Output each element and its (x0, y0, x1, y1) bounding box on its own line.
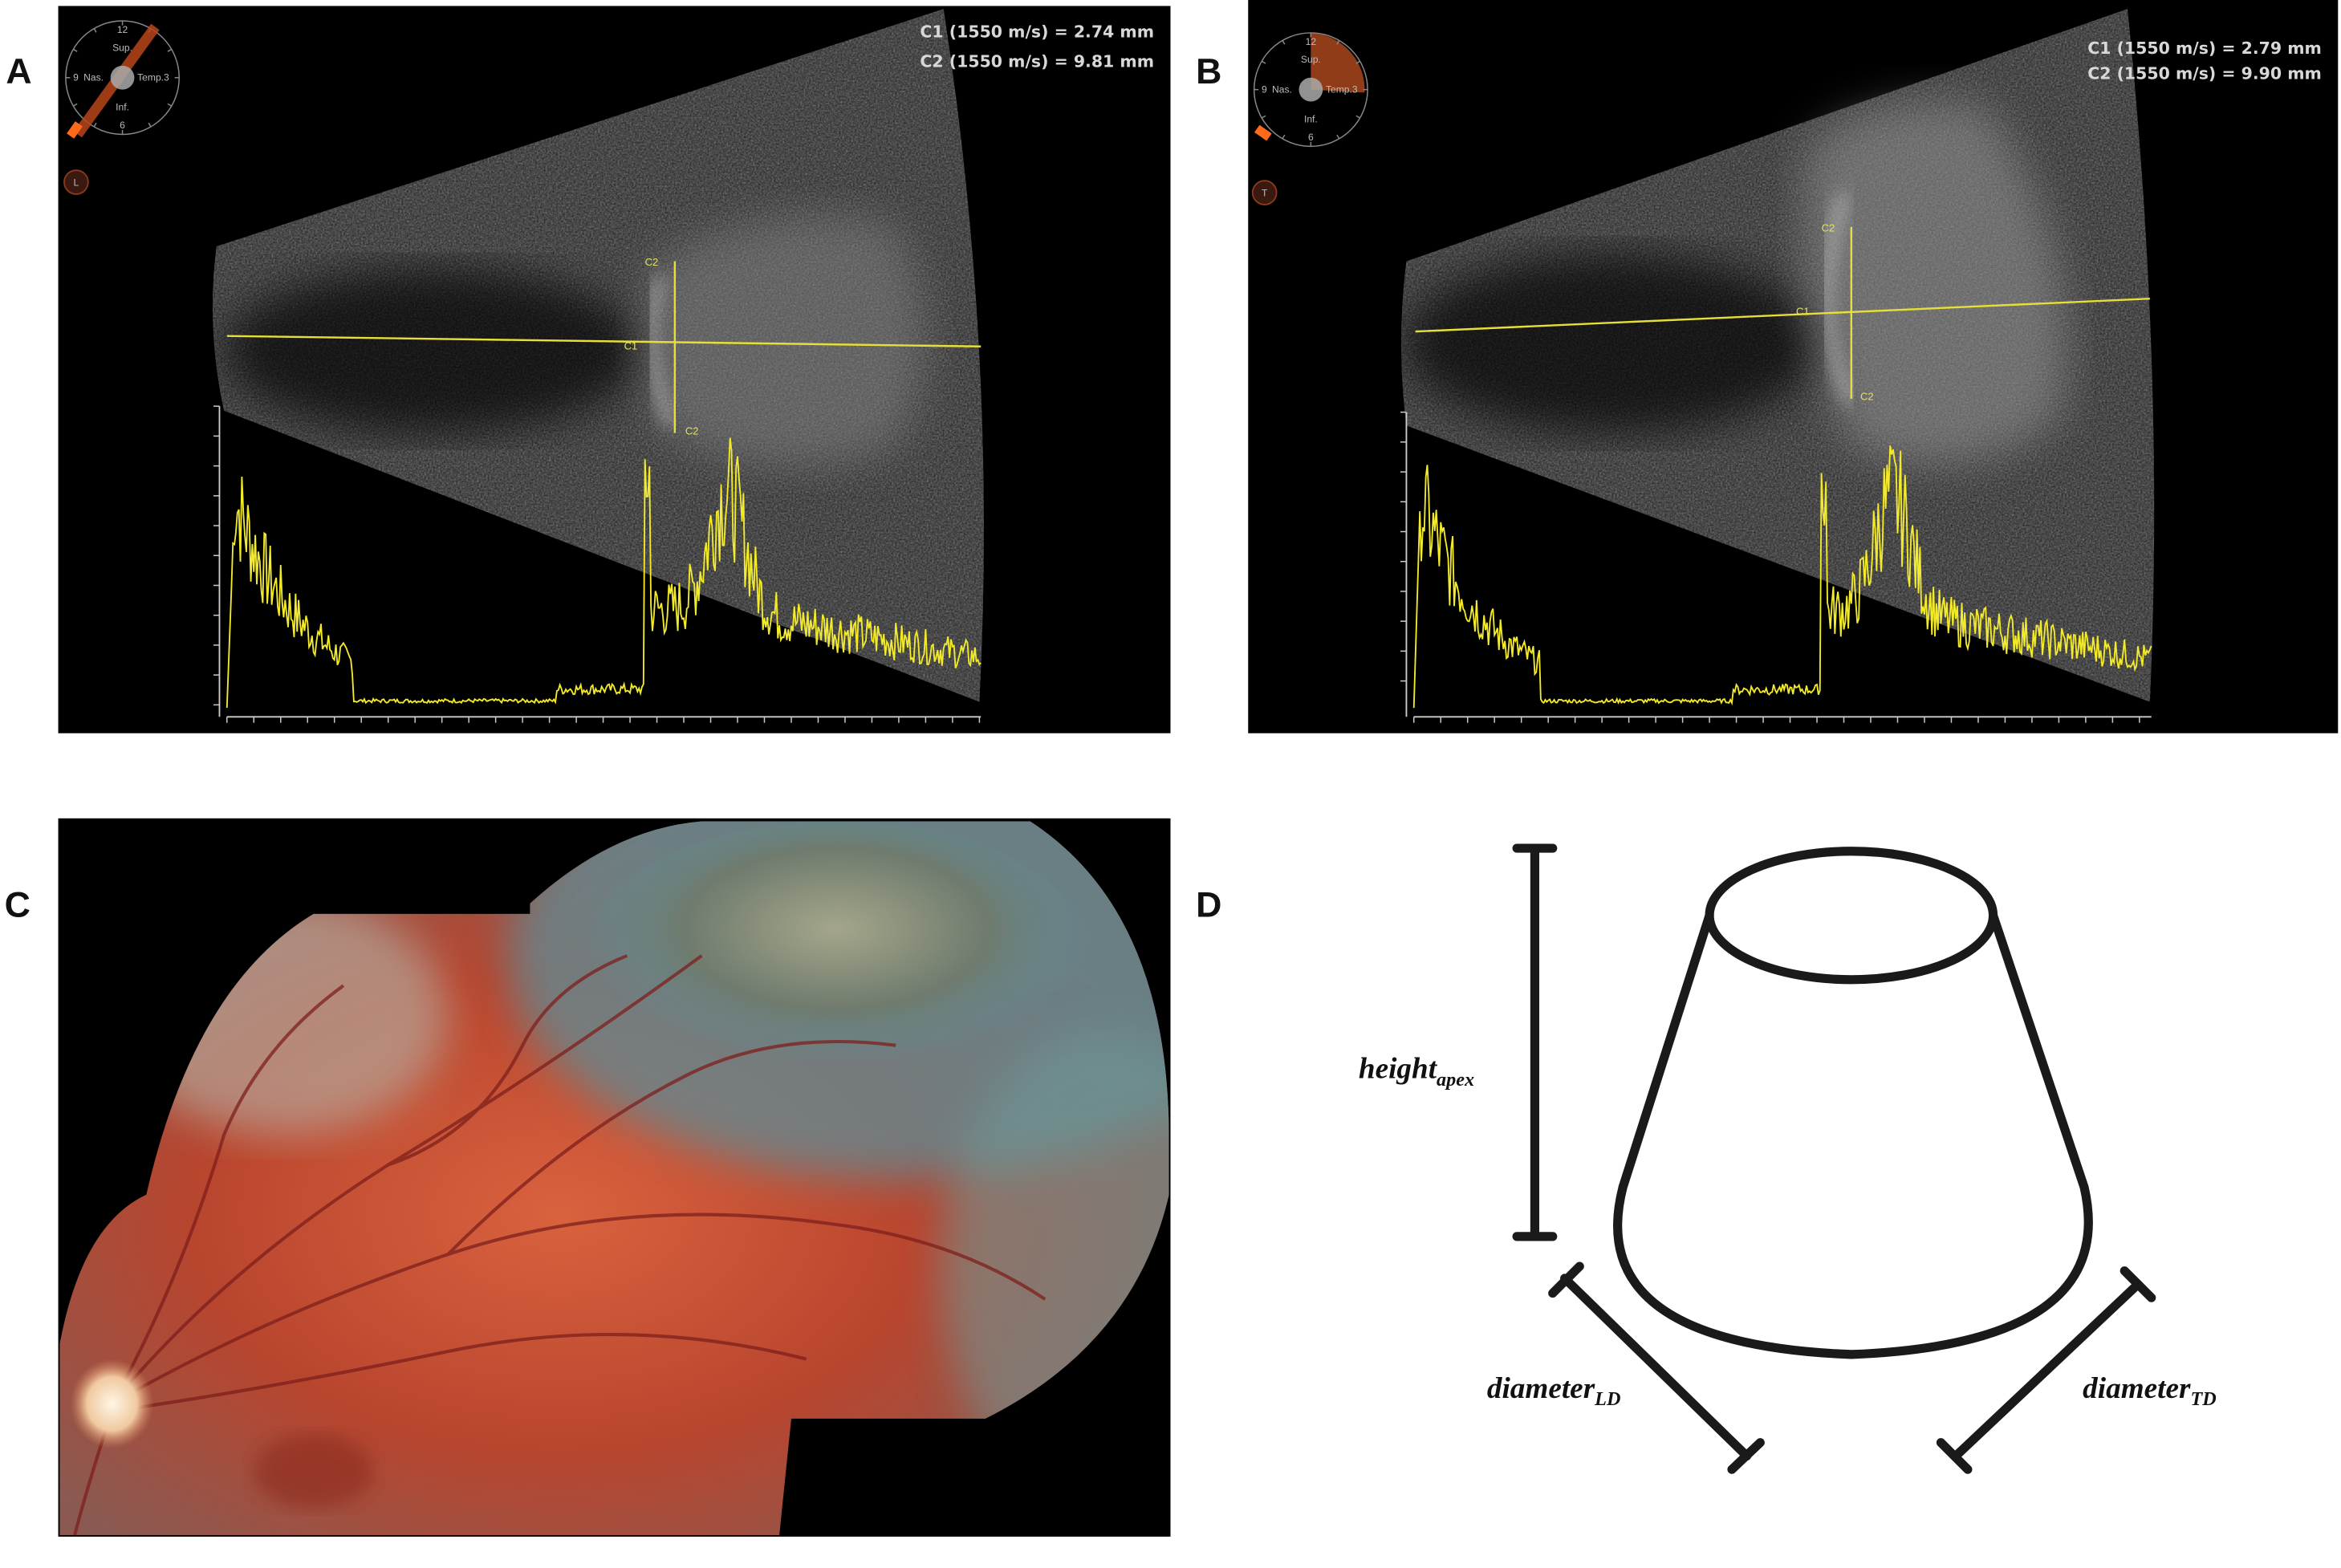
compass-label: 6 (1308, 132, 1314, 143)
eye-indicator-label: L (74, 177, 79, 189)
retina-echo (1823, 193, 1855, 405)
compass-tick (1282, 40, 1286, 45)
compass-label: 6 (120, 120, 125, 131)
vitreous (224, 268, 642, 433)
fundus-periphery (941, 1030, 1169, 1509)
compass-label: Nas. (83, 71, 104, 83)
compass-label: 12 (1306, 36, 1317, 47)
compass-tick (93, 28, 97, 33)
caliper-line (1415, 297, 2150, 333)
probe-marker (67, 121, 83, 139)
macula (254, 1433, 374, 1509)
vessel (110, 984, 345, 1405)
compass-label: 9 (1262, 83, 1267, 95)
vessels (73, 954, 1047, 1536)
compass-label: Inf. (1304, 114, 1318, 125)
bar-cap (1727, 1438, 1765, 1474)
measurement: C2 (1550 m/s) = 9.81 mm (920, 52, 1154, 71)
optic-disc (70, 1359, 154, 1449)
caliper-label: C2 (1860, 391, 1874, 403)
measurement: C1 (1550 m/s) = 2.79 mm (2087, 39, 2322, 58)
probe-sector (1311, 32, 1365, 93)
a-scan (1400, 411, 2152, 723)
cone-body (1613, 911, 2093, 1359)
compass-tick (1261, 115, 1266, 119)
tumor-echo (644, 214, 926, 468)
compass-tick (1355, 60, 1360, 64)
bar-cap (2119, 1266, 2156, 1302)
measurement: C1 (1550 m/s) = 2.74 mm (920, 22, 1154, 42)
compass-center (110, 65, 135, 90)
tumor (582, 821, 1091, 1091)
vessel (388, 954, 628, 1167)
compass-tick (93, 122, 97, 128)
label-main: height (1359, 1053, 1438, 1086)
compass-tick (148, 122, 152, 128)
eye-indicator-label: T (1262, 188, 1268, 199)
vitreous (1403, 254, 1822, 433)
tumor-echo (1803, 101, 2067, 465)
bar-cap (1548, 1261, 1584, 1298)
compass-tick (1336, 40, 1340, 45)
vessel (111, 1213, 1047, 1406)
compass-label: Sup. (112, 42, 132, 53)
caliper-label: C2 (685, 425, 699, 437)
compass-tick (1336, 134, 1340, 140)
measurement: C2 (1550 m/s) = 9.90 mm (2087, 64, 2322, 83)
compass-tick (1261, 60, 1266, 64)
eye-indicator (63, 169, 89, 195)
compass-center (1299, 77, 1323, 102)
retina-echo (648, 275, 675, 427)
compasses: 12 Sup. 9 Nas. Temp.3 Inf. 6 L 12 Sup. 9 Nas. Temp.3… (63, 20, 1368, 205)
compass-tick (1282, 134, 1286, 140)
a-scan-trace (1412, 445, 2152, 709)
probe-compass: 12 Sup. 9 Nas. Temp.3 Inf. 6 T (1251, 32, 1368, 205)
bar-cap (1936, 1438, 1973, 1474)
caliper-label: C2 (1822, 221, 1835, 234)
label-subscript: apex (1437, 1069, 1474, 1091)
a-scan-trace (226, 437, 982, 709)
b-scan-b (1400, 9, 2155, 702)
panel-label: C (5, 886, 30, 925)
panel-label: A (6, 52, 31, 91)
panel-label: D (1196, 886, 1221, 925)
compass-label: Sup. (1301, 54, 1321, 65)
a-scans (213, 405, 2152, 723)
compass-tick (1355, 115, 1360, 119)
height-label: heightapex (1359, 1053, 1474, 1091)
label-main: diameter (1487, 1372, 1595, 1405)
compass-label: 9 (73, 71, 79, 83)
compass-tick (167, 103, 173, 107)
label-subscript: LD (1594, 1388, 1620, 1410)
diameter-bar (1951, 1279, 2143, 1461)
caliper-label: C1 (624, 339, 638, 351)
eye-indicator (1251, 180, 1278, 205)
compass-label: Nas. (1272, 83, 1292, 95)
probe-compass: 12 Sup. 9 Nas. Temp.3 Inf. 6 L (63, 20, 180, 195)
diameter-bar (1560, 1273, 1752, 1461)
label-subscript: TD (2190, 1388, 2216, 1410)
label-main: diameter (2083, 1372, 2191, 1405)
vessel (446, 1039, 896, 1256)
compass-tick (72, 103, 78, 107)
cone-top (1705, 847, 1998, 985)
compass-label: Temp.3 (1326, 83, 1358, 95)
caliper-label: C1 (1796, 306, 1810, 318)
panel-label: B (1196, 52, 1221, 91)
diameter-ld-label: diameterLD (1487, 1372, 1621, 1410)
caliper-label: C2 (645, 256, 659, 268)
probe-marker (1254, 124, 1272, 141)
caliper-line (226, 335, 982, 347)
b-scan-a (212, 9, 984, 702)
schematic (1512, 843, 2156, 1474)
diameter-td-label: diameterTD (2083, 1372, 2217, 1410)
compass-label: Temp.3 (137, 71, 169, 83)
a-scan (213, 405, 982, 723)
compass-label: Inf. (116, 102, 129, 113)
compass-label: 12 (117, 24, 128, 35)
vessel (112, 1332, 807, 1413)
compass-tick (72, 48, 78, 52)
compass-tick (167, 48, 173, 52)
